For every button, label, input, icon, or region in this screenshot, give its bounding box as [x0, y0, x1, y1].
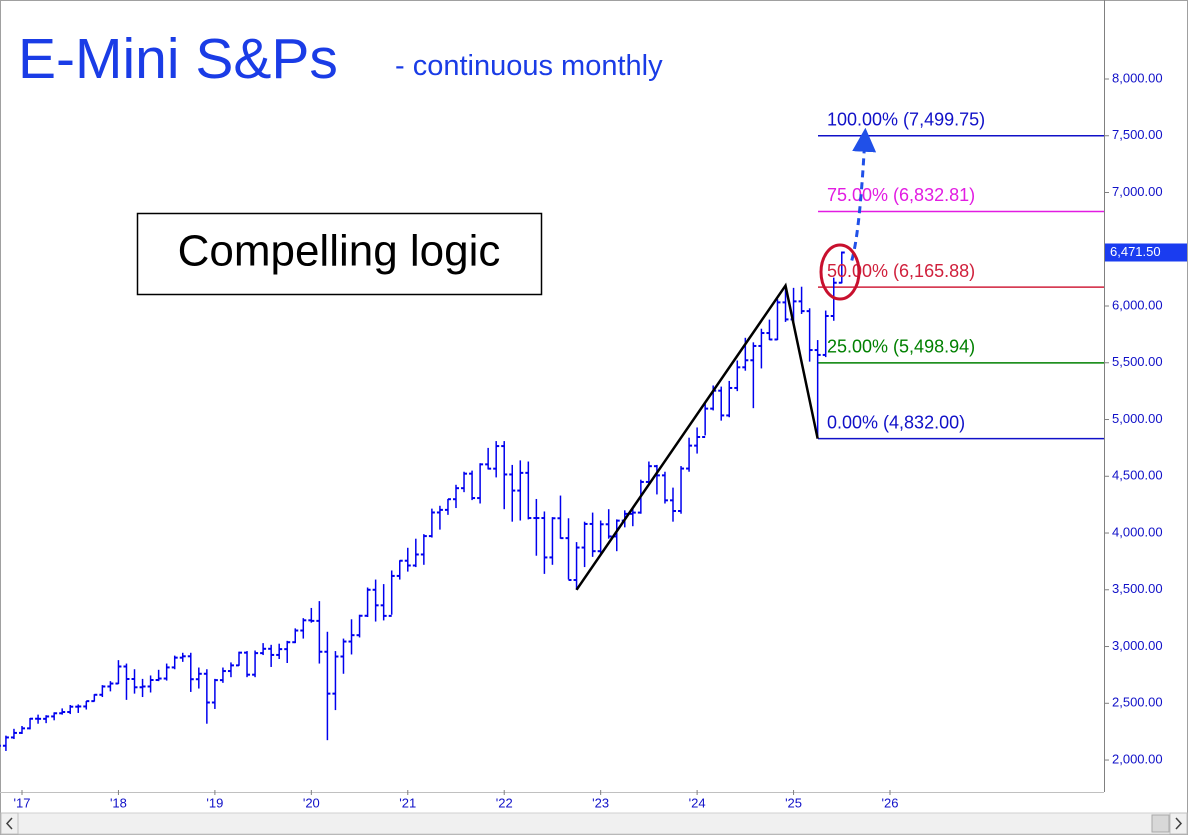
y-tick-label: 2,000.00 — [1112, 751, 1163, 766]
scrollbar[interactable] — [0, 812, 1188, 835]
last-price-box — [1105, 243, 1187, 262]
y-tick-label: 3,000.00 — [1112, 638, 1163, 653]
x-tick-label: '17 — [14, 795, 31, 810]
annotation: Compelling logic — [178, 227, 501, 276]
scroll-track[interactable] — [0, 812, 1188, 835]
y-tick-label: 8,000.00 — [1112, 70, 1163, 85]
y-tick-label: 5,500.00 — [1112, 354, 1163, 369]
x-tick-label: '24 — [689, 795, 706, 810]
x-tick-label: '26 — [882, 795, 899, 810]
scroll-thumb[interactable] — [1151, 814, 1170, 833]
fib-label: 75.00% (6,832.81) — [827, 185, 975, 205]
y-tick-label: 6,000.00 — [1112, 297, 1163, 312]
scroll-right[interactable] — [1169, 812, 1188, 835]
scroll-left[interactable] — [0, 812, 19, 835]
x-tick-label: '20 — [303, 795, 320, 810]
y-tick-label: 4,500.00 — [1112, 468, 1163, 483]
highlight-circle — [819, 243, 861, 301]
chart-title: E-Mini S&Ps — [18, 27, 338, 91]
x-tick-label: '22 — [496, 795, 513, 810]
y-tick-label: 4,000.00 — [1112, 524, 1163, 539]
y-tick-label: 7,000.00 — [1112, 184, 1163, 199]
scroll-left-arrow — [5, 817, 13, 830]
x-tick-label: '19 — [206, 795, 223, 810]
projection-arrow — [850, 127, 877, 261]
scroll-right-arrow — [1175, 817, 1183, 830]
x-tick-label: '25 — [785, 795, 802, 810]
annotation-box — [136, 212, 543, 296]
y-tick-label: 2,500.00 — [1112, 695, 1163, 710]
x-tick-label: '18 — [110, 795, 127, 810]
y-tick-label: 7,500.00 — [1112, 127, 1163, 142]
fib-label: 50.00% (6,165.88) — [827, 261, 975, 281]
fib-label: 0.00% (4,832.00) — [827, 412, 965, 432]
y-tick-label: 3,500.00 — [1112, 581, 1163, 596]
x-tick-label: '21 — [399, 795, 416, 810]
last-price-label: 6,471.50 — [1110, 244, 1161, 259]
x-tick-label: '23 — [592, 795, 609, 810]
swing-line — [575, 282, 819, 591]
fib-label: 100.00% (7,499.75) — [827, 110, 985, 130]
fib-label: 25.00% (5,498.94) — [827, 337, 975, 357]
chart-subtitle: - continuous monthly — [395, 50, 663, 82]
y-tick-label: 5,000.00 — [1112, 411, 1163, 426]
